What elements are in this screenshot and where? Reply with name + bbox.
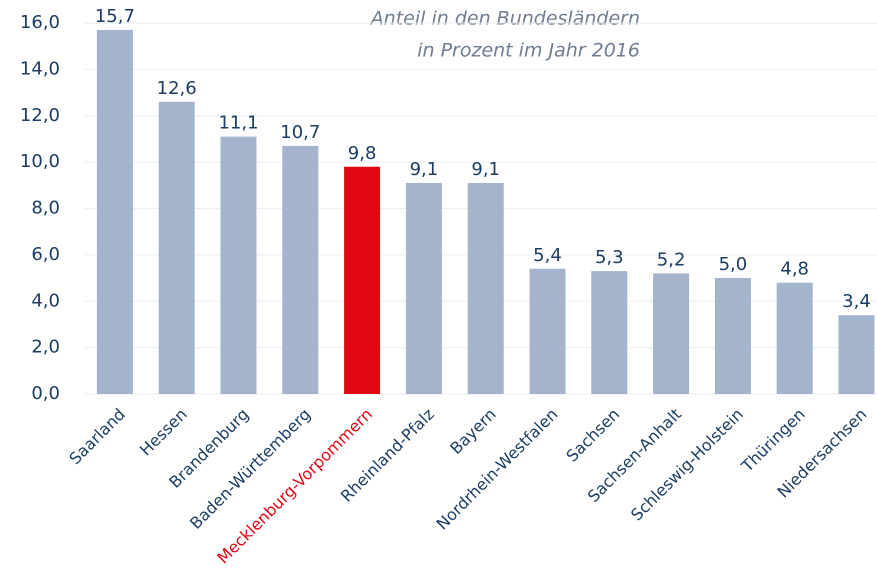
bar xyxy=(467,182,504,394)
bar xyxy=(838,315,875,394)
value-label: 5,2 xyxy=(657,249,686,270)
x-tick-label: Baden-Württemberg xyxy=(186,405,314,533)
value-label: 4,8 xyxy=(780,259,809,280)
bar xyxy=(776,282,813,394)
x-tick-label: Saarland xyxy=(65,405,129,469)
bar xyxy=(405,182,442,394)
value-label: 9,8 xyxy=(348,143,377,164)
bar xyxy=(220,136,257,394)
value-label: 9,1 xyxy=(471,159,500,180)
x-tick-label: Bayern xyxy=(446,405,499,458)
value-label: 15,7 xyxy=(95,6,135,27)
y-tick-label: 8,0 xyxy=(31,198,60,219)
x-tick-label: Schleswig-Holstein xyxy=(627,405,747,525)
y-tick-label: 4,0 xyxy=(31,290,60,311)
x-tick-label: Hessen xyxy=(136,405,191,460)
value-label: 9,1 xyxy=(410,159,439,180)
value-label: 3,4 xyxy=(842,291,871,312)
x-tick-label: Nordrhein-Westfalen xyxy=(433,405,562,534)
value-label: 12,6 xyxy=(157,78,197,99)
bar xyxy=(158,101,195,395)
value-label: 5,4 xyxy=(533,245,562,266)
y-tick-label: 14,0 xyxy=(20,58,60,79)
x-tick-label: Sachsen xyxy=(562,405,623,466)
value-label: 10,7 xyxy=(280,122,320,143)
bar xyxy=(653,273,690,394)
bar xyxy=(282,145,319,394)
y-tick-label: 16,0 xyxy=(20,12,60,33)
y-tick-label: 12,0 xyxy=(20,105,60,126)
y-tick-label: 0,0 xyxy=(31,383,60,404)
bar xyxy=(529,268,566,394)
value-label: 5,3 xyxy=(595,247,624,268)
value-label: 5,0 xyxy=(719,254,748,275)
y-tick-label: 6,0 xyxy=(31,244,60,265)
chart-subtitle: in Prozent im Jahr 2016 xyxy=(417,40,640,62)
bar xyxy=(96,29,133,395)
chart-title: Anteil in den Bundesländern xyxy=(369,8,640,30)
y-tick-label: 10,0 xyxy=(20,151,60,172)
bar xyxy=(714,278,751,394)
bar xyxy=(344,166,381,394)
bar xyxy=(591,271,628,394)
y-tick-label: 2,0 xyxy=(31,337,60,358)
value-label: 11,1 xyxy=(218,113,258,134)
